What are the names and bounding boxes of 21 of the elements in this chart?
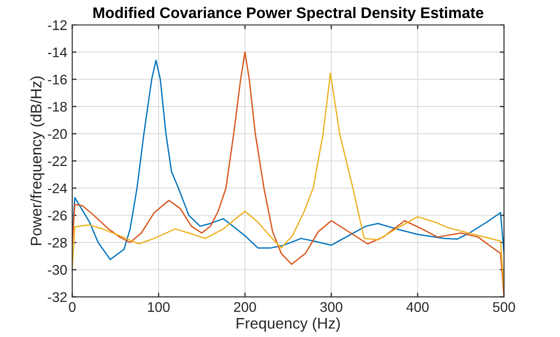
chart-title: Modified Covariance Power Spectral Density Estimate	[93, 6, 484, 22]
x-tick-label: 300	[320, 302, 342, 312]
y-tick-label: -14	[48, 48, 67, 58]
x-tick-label: 100	[148, 302, 170, 312]
y-tick-label: -26	[48, 210, 67, 220]
y-tick-label: -30	[48, 265, 67, 275]
y-tick-label: -28	[48, 238, 67, 248]
x-tick-label: 200	[234, 302, 256, 312]
x-tick-label: 400	[406, 302, 429, 312]
x-tick-label: 0	[68, 302, 76, 312]
y-tick-label: -12	[48, 20, 67, 30]
y-tick-label: -24	[48, 183, 67, 194]
x-tick-label: 500	[492, 302, 516, 312]
y-axis-title: Power/frequency (dB/Hz)	[30, 76, 45, 245]
y-tick-label: -16	[48, 74, 67, 84]
line-series	[72, 60, 504, 260]
y-tick-label: -20	[48, 129, 67, 139]
y-tick-label: -32	[48, 292, 67, 302]
y-tick-label: -18	[48, 102, 67, 112]
x-axis-title: Frequency (Hz)	[236, 317, 340, 332]
y-tick-label: -22	[48, 156, 67, 166]
